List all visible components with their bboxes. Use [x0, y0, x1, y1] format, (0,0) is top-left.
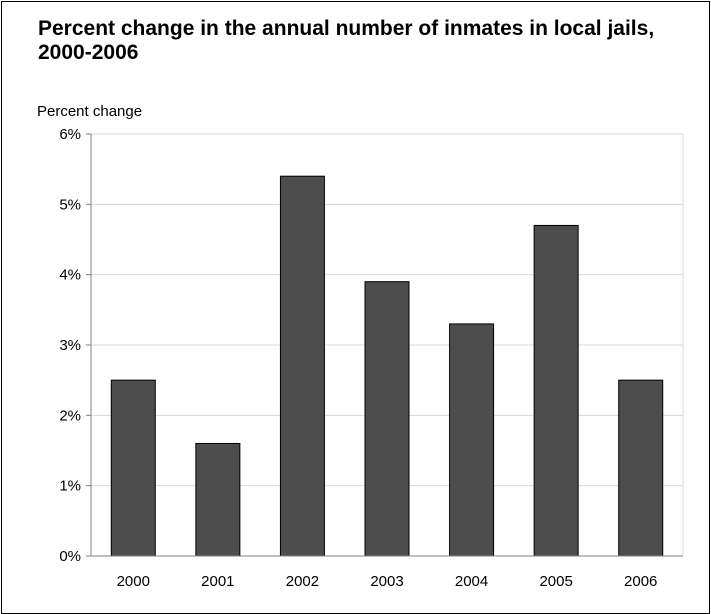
- chart-title: Percent change in the annual number of i…: [38, 17, 655, 64]
- axes: [86, 133, 683, 557]
- bars: [110, 175, 664, 557]
- x-tick-label: 2002: [286, 573, 319, 590]
- y-tick-labels: 0% 1% 2% 3% 4% 5% 6%: [59, 126, 81, 565]
- x-tick-labels: 2000 2001 2002 2003 2004 2005 2006: [117, 573, 658, 590]
- bar-2001: [195, 442, 241, 557]
- x-tick-label: 2003: [370, 573, 403, 590]
- y-axis-title: Percent change: [37, 103, 142, 120]
- y-tick-label: 1%: [59, 478, 81, 495]
- y-tick-label: 3%: [59, 337, 81, 354]
- y-tick-label: 5%: [59, 196, 81, 213]
- y-tick-label: 4%: [59, 267, 81, 284]
- bar-2000: [110, 379, 156, 557]
- y-tick-label: 0%: [59, 548, 81, 565]
- x-tick-label: 2000: [117, 573, 150, 590]
- bar-2003: [364, 281, 410, 557]
- x-tick-label: 2004: [455, 573, 488, 590]
- bar-2002: [279, 175, 325, 557]
- x-tick-label: 2006: [624, 573, 657, 590]
- y-tick-label: 6%: [59, 126, 81, 143]
- bar-2004: [449, 323, 495, 557]
- y-tick-label: 2%: [59, 407, 81, 424]
- bar-2006: [618, 379, 664, 557]
- x-tick-label: 2001: [201, 573, 234, 590]
- bar-2005: [533, 224, 579, 557]
- x-tick-label: 2005: [539, 573, 572, 590]
